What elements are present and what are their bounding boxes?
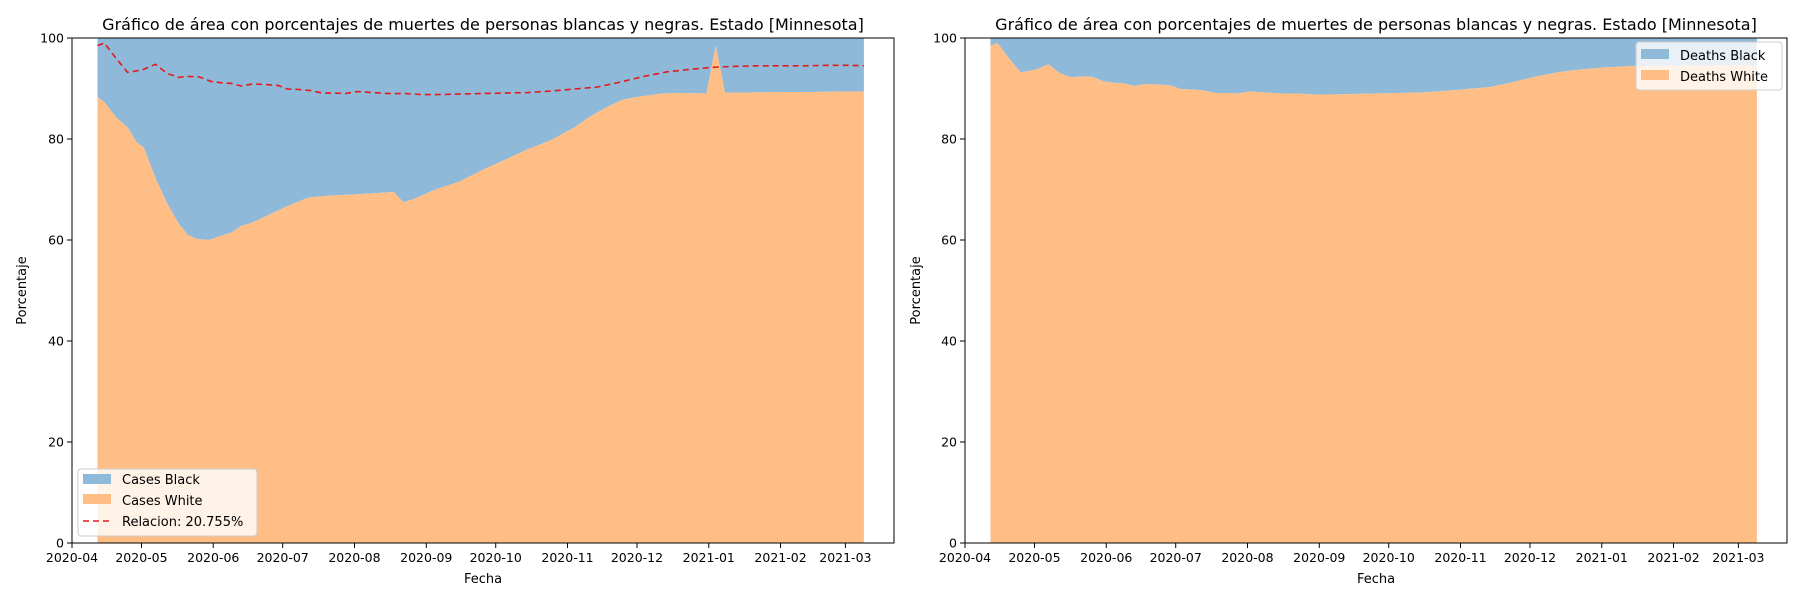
legend-label-cases-black: Cases Black xyxy=(122,473,200,488)
legend-box xyxy=(1635,41,1783,91)
ratio-line-layer xyxy=(97,42,864,96)
y-tick-label: 20 xyxy=(941,435,957,450)
y-tick-label: 20 xyxy=(48,435,64,450)
x-tick-label: 2020-05 xyxy=(115,550,167,565)
x-tick-label: 2020-04 xyxy=(939,550,991,565)
deaths-white-area xyxy=(990,43,1757,543)
y-tick-label: 100 xyxy=(933,31,957,46)
plot-frame xyxy=(71,37,895,544)
y-tick-label: 40 xyxy=(941,334,957,349)
x-tick-label: 2020-10 xyxy=(470,550,522,565)
y-tick-label: 60 xyxy=(48,233,64,248)
legend-label-deaths-black: Deaths Black xyxy=(1680,49,1766,64)
x-axis-label: Fecha xyxy=(464,572,502,587)
x-tick-label: 2021-02 xyxy=(1647,550,1699,565)
legend-label-ratio: Relacion: 20.755% xyxy=(122,515,243,530)
legend-swatch-cases-black xyxy=(83,474,111,484)
x-tick-label: 2020-12 xyxy=(1504,550,1556,565)
y-axis-label: Porcentaje xyxy=(909,256,924,324)
x-tick-label: 2020-04 xyxy=(46,550,98,565)
y-axis-ticks: 0 20 40 60 80 100 xyxy=(933,31,965,551)
x-tick-label: 2021-03 xyxy=(1712,550,1764,565)
x-axis-ticks: 2020-04 2020-05 2020-06 2020-07 2020-08 2020-… xyxy=(939,543,1764,565)
legend-swatch-cases-white xyxy=(83,494,111,504)
x-tick-label: 2020-08 xyxy=(1221,550,1273,565)
x-tick-label: 2020-07 xyxy=(1150,550,1202,565)
deaths-area-layer xyxy=(990,38,1757,543)
y-axis-label: Porcentaje xyxy=(15,256,30,324)
cases-area-layer xyxy=(97,38,864,543)
x-axis-label: Fecha xyxy=(1357,572,1395,587)
y-tick-label: 60 xyxy=(941,233,957,248)
x-tick-label: 2020-10 xyxy=(1363,550,1415,565)
x-tick-label: 2020-07 xyxy=(257,550,309,565)
y-tick-label: 80 xyxy=(941,132,957,147)
x-tick-label: 2020-09 xyxy=(400,550,452,565)
x-tick-label: 2020-12 xyxy=(611,550,663,565)
y-tick-label: 0 xyxy=(56,536,64,551)
x-tick-label: 2021-01 xyxy=(683,550,735,565)
y-tick-label: 0 xyxy=(949,536,957,551)
x-tick-label: 2020-09 xyxy=(1293,550,1345,565)
legend-swatch-deaths-black xyxy=(1641,49,1669,59)
x-axis-ticks: 2020-04 2020-05 2020-06 2020-07 2020-08 2020-… xyxy=(46,543,871,565)
y-tick-label: 80 xyxy=(48,132,64,147)
y-tick-label: 100 xyxy=(40,31,64,46)
x-tick-label: 2020-08 xyxy=(328,550,380,565)
y-tick-label: 40 xyxy=(48,334,64,349)
y-axis-ticks: 0 20 40 60 80 100 xyxy=(40,31,72,551)
legend-label-cases-white: Cases White xyxy=(122,494,203,509)
legend: Deaths Black Deaths White xyxy=(1635,41,1783,91)
x-tick-label: 2021-01 xyxy=(1576,550,1628,565)
x-tick-label: 2021-02 xyxy=(754,550,806,565)
x-tick-label: 2020-06 xyxy=(187,550,239,565)
x-tick-label: 2020-11 xyxy=(541,550,593,565)
ratio-line xyxy=(97,42,864,96)
deaths-black-area xyxy=(990,38,1757,95)
legend-box xyxy=(77,468,258,537)
legend-swatch-deaths-white xyxy=(1641,70,1669,80)
x-tick-label: 2020-06 xyxy=(1080,550,1132,565)
plot-frame xyxy=(964,37,1788,544)
legend: Cases Black Cases White Relacion: 20.755… xyxy=(77,468,258,537)
cases-white-area xyxy=(97,45,864,543)
chart-title: Gráfico de área con porcentajes de muert… xyxy=(102,15,864,34)
chart-title: Gráfico de área con porcentajes de muert… xyxy=(995,15,1757,34)
x-tick-label: 2020-11 xyxy=(1434,550,1486,565)
legend-label-deaths-white: Deaths White xyxy=(1680,70,1768,85)
x-tick-label: 2021-03 xyxy=(819,550,871,565)
x-tick-label: 2020-05 xyxy=(1008,550,1060,565)
